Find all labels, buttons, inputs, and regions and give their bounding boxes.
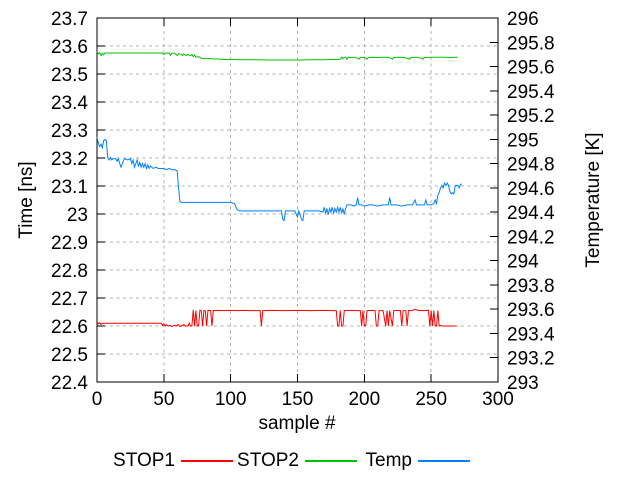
y-left-tick-label: 23.5 xyxy=(51,65,88,86)
y-right-tick-label: 293 xyxy=(507,373,539,394)
y-right-tick-label: 295.4 xyxy=(507,82,555,103)
legend-line-sample-stop2 xyxy=(305,460,357,462)
y-right-tick-label: 295.8 xyxy=(507,33,555,54)
x-tick-label: 250 xyxy=(415,389,447,410)
legend-label-stop2: STOP2 xyxy=(237,450,299,471)
y-left-tick-label: 22.8 xyxy=(51,261,88,282)
y-left-tick-label: 22.9 xyxy=(51,233,88,254)
y-right-tick-label: 293.8 xyxy=(507,276,555,297)
legend-label-temp: Temp xyxy=(365,450,412,471)
y-right-tick-label: 295.2 xyxy=(507,106,555,127)
y-right-tick-label: 294.8 xyxy=(507,155,555,176)
y-left-tick-label: 23.4 xyxy=(51,93,88,114)
series-temp-line xyxy=(96,136,462,222)
y-right-tick-label: 293.6 xyxy=(507,300,555,321)
y-right-tick-label: 294.2 xyxy=(507,227,555,248)
y-left-tick-label: 23 xyxy=(67,205,88,226)
legend-item-temp: Temp xyxy=(363,450,470,472)
x-tick-label: 150 xyxy=(282,389,314,410)
y-left-tick-label: 22.5 xyxy=(51,345,88,366)
y-right-tick-label: 293.2 xyxy=(507,349,555,370)
legend-line-sample-temp xyxy=(418,460,470,462)
legend-item-stop2: STOP2 xyxy=(237,450,357,472)
y-left-tick-label: 23.7 xyxy=(51,9,88,30)
y-left-tick-label: 23.3 xyxy=(51,121,88,142)
y-axis-title-left: Time [ns] xyxy=(16,161,37,239)
x-tick-label: 0 xyxy=(92,389,103,410)
legend-item-stop1: STOP1 xyxy=(113,450,233,472)
y-right-tick-label: 293.4 xyxy=(507,324,555,345)
y-right-tick-label: 294.4 xyxy=(507,203,555,224)
series-stop1-line xyxy=(96,308,457,328)
y-left-tick-label: 22.7 xyxy=(51,289,88,310)
y-left-tick-label: 23.6 xyxy=(51,37,88,58)
y-right-tick-label: 294 xyxy=(507,252,539,273)
y-left-tick-label: 23.2 xyxy=(51,149,88,170)
legend-label-stop1: STOP1 xyxy=(113,450,175,471)
legend-line-sample-stop1 xyxy=(181,460,233,462)
y-left-tick-label: 23.1 xyxy=(51,177,88,198)
y-right-tick-label: 294.6 xyxy=(507,179,555,200)
y-axis-title-right: Temperature [K] xyxy=(583,132,604,268)
y-right-tick-label: 295.6 xyxy=(507,58,555,79)
x-axis-title: sample # xyxy=(258,413,336,434)
y-left-tick-label: 22.4 xyxy=(51,373,88,394)
x-tick-label: 200 xyxy=(348,389,380,410)
y-right-tick-label: 295 xyxy=(507,130,539,151)
y-left-tick-label: 22.6 xyxy=(51,317,88,338)
series-stop2-line xyxy=(96,51,458,61)
x-tick-label: 100 xyxy=(215,389,247,410)
x-tick-label: 50 xyxy=(153,389,174,410)
x-tick-label: 300 xyxy=(482,389,514,410)
y-right-tick-label: 296 xyxy=(507,9,539,30)
